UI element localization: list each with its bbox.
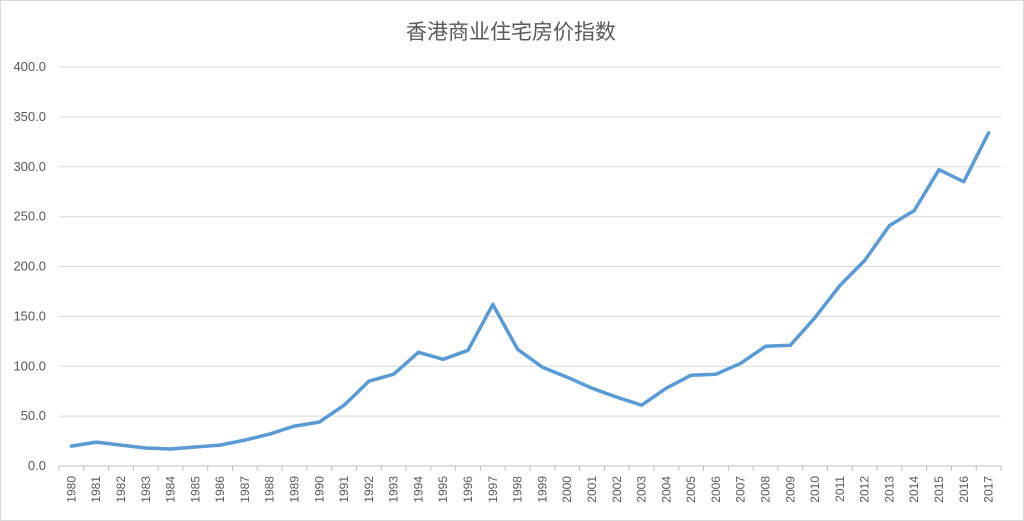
y-tick-label: 350.0: [13, 109, 46, 124]
x-tick-label: 2009: [783, 476, 797, 503]
x-tick-label: 2010: [808, 476, 822, 503]
x-axis: [58, 465, 1002, 471]
data-point: [193, 445, 197, 449]
x-tick-label: 2008: [759, 476, 773, 503]
x-tick-label: 1998: [511, 476, 525, 503]
x-tick-label: 1986: [213, 476, 227, 503]
data-point: [714, 372, 718, 376]
x-tick-label: 1990: [312, 476, 326, 503]
data-point: [788, 343, 792, 347]
y-tick-label: 50.0: [21, 408, 46, 423]
x-tick-label: 1993: [387, 476, 401, 503]
data-point: [739, 361, 743, 365]
x-tick-label: 1991: [337, 476, 351, 503]
x-tick-label: 1997: [486, 476, 500, 503]
x-tick-label: 2011: [833, 476, 847, 502]
data-point: [268, 432, 272, 436]
data-point: [615, 395, 619, 399]
data-point: [168, 447, 173, 451]
x-tick-label: 2016: [957, 476, 971, 503]
data-point: [94, 440, 98, 444]
data-point: [838, 283, 842, 288]
data-point: [639, 403, 644, 407]
x-tick-label: 2005: [684, 476, 698, 503]
x-tick-label: 1980: [64, 476, 78, 503]
x-tick-label: 2007: [734, 476, 748, 503]
data-point: [912, 209, 916, 213]
x-tick-label: 2004: [659, 476, 673, 503]
x-tick-label: 2006: [709, 476, 723, 503]
data-point: [887, 224, 892, 228]
x-tick-label: 1989: [288, 476, 302, 503]
y-tick-label: 400.0: [13, 59, 46, 74]
data-point: [962, 180, 966, 184]
gridlines: [59, 66, 1001, 417]
y-axis-labels: 0.0 50.0 100.0 150.0 200.0 250.0 300.0 350.0 400…: [13, 59, 46, 473]
data-point: [416, 350, 421, 354]
data-point: [664, 386, 668, 390]
x-tick-label: 2001: [585, 476, 599, 503]
series-line: [69, 131, 991, 451]
x-tick-label: 1996: [461, 476, 475, 503]
data-point: [144, 446, 148, 450]
data-point: [119, 443, 123, 447]
y-tick-label: 300.0: [13, 159, 46, 174]
x-tick-label: 1981: [89, 476, 103, 503]
data-point: [863, 258, 867, 263]
data-point: [342, 403, 346, 407]
x-tick-label: 2015: [932, 476, 946, 503]
x-tick-label: 1982: [114, 476, 128, 503]
x-tick-label: 2000: [560, 476, 574, 503]
data-point: [937, 168, 941, 172]
x-tick-label: 1999: [535, 476, 549, 503]
data-point: [763, 344, 768, 348]
data-point: [367, 379, 371, 383]
x-tick-label: 2014: [907, 476, 921, 503]
data-point: [243, 438, 247, 442]
y-tick-label: 200.0: [13, 259, 46, 274]
data-point: [441, 357, 445, 361]
data-point: [491, 302, 495, 307]
x-tick-label: 1987: [238, 476, 252, 503]
data-point: [689, 373, 693, 377]
data-point: [813, 315, 817, 319]
x-tick-label: 2013: [882, 476, 896, 503]
x-tick-label: 1992: [362, 476, 376, 503]
y-tick-label: 100.0: [13, 358, 46, 373]
data-point: [69, 444, 73, 448]
data-point: [218, 443, 222, 447]
data-point: [466, 348, 470, 352]
x-tick-label: 1985: [188, 476, 202, 503]
x-tick-label: 1983: [139, 476, 153, 503]
x-tick-label: 2017: [982, 476, 996, 503]
x-tick-label: 1995: [436, 476, 450, 503]
x-tick-label: 1984: [164, 476, 178, 503]
x-tick-label: 2003: [635, 476, 649, 503]
x-tick-label: 2012: [858, 476, 872, 503]
x-tick-label: 1994: [411, 476, 425, 503]
chart-title: 香港商业住宅房价指数: [406, 20, 616, 44]
y-tick-label: 0.0: [28, 458, 46, 473]
x-tick-label: 2002: [610, 476, 624, 503]
y-tick-label: 150.0: [13, 308, 46, 323]
data-point: [292, 424, 297, 428]
data-point: [590, 386, 594, 390]
y-tick-label: 250.0: [13, 209, 46, 224]
data-point: [540, 365, 544, 369]
series-layer: [69, 131, 991, 451]
data-point: [317, 420, 321, 424]
data-point: [392, 372, 396, 376]
data-point: [987, 131, 991, 135]
x-axis-labels: 1980 1981 1982 1983 1984 1985 1986 1987 1988 1989…: [64, 476, 995, 503]
data-point: [565, 375, 569, 379]
x-tick-label: 1988: [263, 476, 277, 503]
data-point: [516, 347, 520, 351]
